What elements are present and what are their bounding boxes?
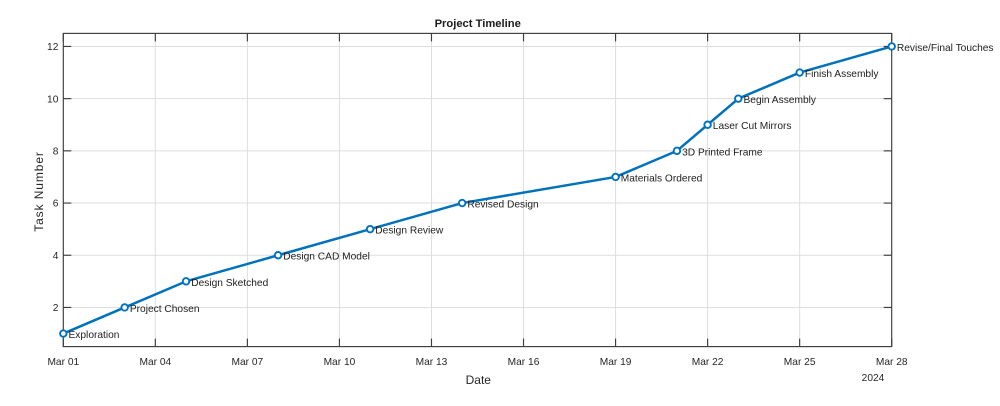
svg-text:Mar 19: Mar 19 bbox=[600, 357, 632, 368]
svg-text:Materials Ordered: Materials Ordered bbox=[621, 173, 703, 184]
svg-text:2024: 2024 bbox=[862, 373, 885, 384]
svg-text:6: 6 bbox=[53, 199, 59, 210]
svg-text:Mar 28: Mar 28 bbox=[876, 357, 908, 368]
svg-text:2: 2 bbox=[53, 303, 59, 314]
svg-text:Exploration: Exploration bbox=[69, 330, 120, 341]
svg-text:Revised Design: Revised Design bbox=[467, 199, 538, 210]
svg-text:Mar 22: Mar 22 bbox=[692, 357, 724, 368]
svg-text:Project Chosen: Project Chosen bbox=[130, 304, 200, 315]
svg-text:Mar 16: Mar 16 bbox=[508, 357, 540, 368]
svg-text:Laser Cut Mirrors: Laser Cut Mirrors bbox=[713, 121, 792, 132]
svg-text:Mar 07: Mar 07 bbox=[232, 357, 264, 368]
svg-text:10: 10 bbox=[47, 94, 59, 105]
svg-text:Design Sketched: Design Sketched bbox=[191, 278, 268, 289]
svg-text:Design CAD Model: Design CAD Model bbox=[283, 252, 370, 263]
svg-text:Mar 13: Mar 13 bbox=[416, 357, 448, 368]
svg-text:Mar 25: Mar 25 bbox=[784, 357, 816, 368]
svg-text:12: 12 bbox=[47, 42, 59, 53]
svg-text:Mar 10: Mar 10 bbox=[324, 357, 356, 368]
svg-text:Mar 01: Mar 01 bbox=[47, 357, 79, 368]
svg-text:Revise/Final Touches: Revise/Final Touches bbox=[897, 43, 994, 54]
svg-text:3D Printed Frame: 3D Printed Frame bbox=[682, 147, 763, 158]
svg-text:Finish Assembly: Finish Assembly bbox=[805, 69, 880, 80]
svg-text:Date: Date bbox=[466, 373, 492, 387]
svg-text:Project Timeline: Project Timeline bbox=[435, 18, 521, 30]
svg-text:Mar 04: Mar 04 bbox=[139, 357, 171, 368]
svg-text:4: 4 bbox=[53, 251, 59, 262]
svg-text:8: 8 bbox=[53, 146, 59, 157]
svg-text:Task Number: Task Number bbox=[32, 151, 46, 232]
svg-text:Design Review: Design Review bbox=[375, 226, 444, 237]
svg-text:Begin Assembly: Begin Assembly bbox=[743, 95, 816, 106]
